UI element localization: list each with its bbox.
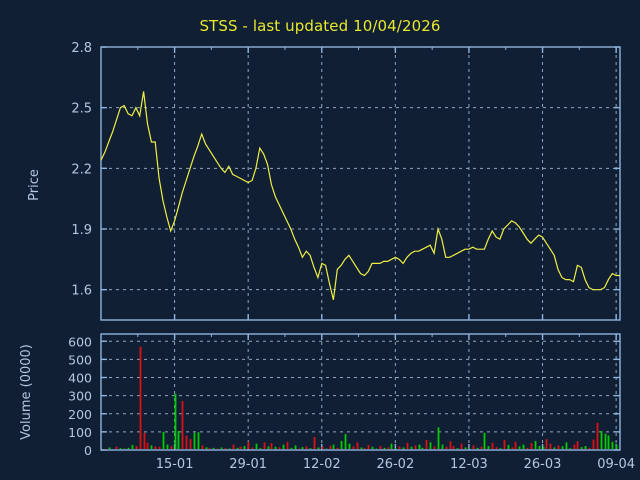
price-gridlines [102, 48, 619, 319]
volume-axis-title: Volume (0000) [19, 344, 34, 440]
volume-y-tick-label: 600 [68, 334, 92, 349]
price-y-tick-labels: 1.6 1.9 2.2 2.5 2.8 [71, 41, 92, 299]
volume-y-tick-labels: 0 100 200 300 400 500 600 [68, 334, 92, 458]
volume-y-tick-label: 200 [68, 407, 92, 422]
volume-y-tick-label: 0 [84, 443, 92, 458]
price-y-tick-label: 2.2 [71, 162, 92, 177]
axis-frames [100, 46, 621, 451]
x-tick-label: 12-03 [450, 457, 488, 472]
price-y-tick-label: 1.9 [71, 223, 92, 238]
price-line [100, 91, 620, 300]
volume-y-tick-label: 100 [68, 425, 92, 440]
price-y-tick-label: 2.8 [71, 41, 92, 56]
volume-bars [100, 346, 618, 450]
x-tick-label: 09-04 [597, 457, 635, 472]
volume-y-tick-label: 400 [68, 371, 92, 386]
x-tick-label: 12-02 [303, 457, 341, 472]
price-y-tick-label: 1.6 [71, 284, 92, 299]
axis-ticks [100, 46, 620, 451]
x-tick-label: 15-01 [156, 457, 194, 472]
price-axis-title: Price [27, 169, 42, 201]
volume-y-tick-label: 500 [68, 352, 92, 367]
x-tick-label: 29-01 [229, 457, 267, 472]
chart-title: STSS - last updated 10/04/2026 [199, 17, 441, 35]
x-tick-labels: 15-01 29-01 12-02 26-02 12-03 26-03 09-04 [156, 457, 635, 472]
x-tick-label: 26-03 [524, 457, 562, 472]
volume-gridlines [102, 335, 619, 449]
x-tick-label: 26-02 [376, 457, 414, 472]
volume-y-tick-label: 300 [68, 389, 92, 404]
price-y-tick-label: 2.5 [71, 102, 92, 117]
